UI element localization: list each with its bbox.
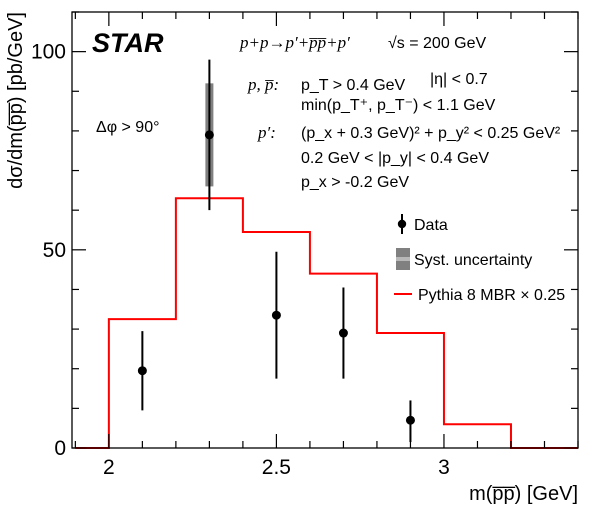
data-point xyxy=(204,130,214,140)
pp-cut1-eta: |η| < 0.7 xyxy=(430,71,488,88)
pp-cut1: p_T > 0.4 GeV xyxy=(301,77,406,94)
y-tick-label: 50 xyxy=(43,239,66,262)
legend-data-label: Data xyxy=(414,217,448,234)
dphi-cut-label: Δφ > 90° xyxy=(96,119,160,136)
x-tick-label: 2 xyxy=(103,456,115,479)
y-tick-label: 0 xyxy=(54,437,66,460)
data-point xyxy=(271,310,281,320)
pprime-cut3: p_x > -0.2 GeV xyxy=(301,174,409,191)
y-tick-label: 100 xyxy=(31,41,66,64)
legend-syst-marker xyxy=(396,248,410,270)
legend-data-marker xyxy=(397,214,407,234)
x-tick-label: 3 xyxy=(438,456,450,479)
plot-frame xyxy=(71,11,579,449)
legend: Data Syst. uncertainty Pythia 8 MBR × 0.… xyxy=(394,214,565,304)
energy-label: √s = 200 GeV xyxy=(388,35,487,52)
pp-label: p, p̅: xyxy=(247,75,279,94)
pp-cut2: min(p_T⁺, p_T⁻) < 1.1 GeV xyxy=(301,97,496,114)
pprime-cut1: (p_x + 0.3 GeV)² + p_y² < 0.25 GeV² xyxy=(301,125,561,142)
x-axis-title: m(p̅p̅) [GeV] xyxy=(469,483,578,505)
data-point xyxy=(137,366,147,376)
legend-syst-label: Syst. uncertainty xyxy=(414,252,532,269)
legend-pythia-label: Pythia 8 MBR × 0.25 xyxy=(418,287,565,304)
axis-ticks: 2 2.5 3 0 50 100 xyxy=(31,11,579,479)
data-points xyxy=(137,59,415,443)
y-axis-title: dσ/dm(p̅p̅) [pb/GeV] xyxy=(5,12,27,189)
star-logo: STAR xyxy=(92,28,164,58)
pprime-label: p′: xyxy=(257,123,276,142)
pprime-cut2: 0.2 GeV < |p_y| < 0.4 GeV xyxy=(301,150,489,167)
reaction-label: p+p→p′+p̅p̅+p′ xyxy=(239,33,350,52)
pythia-mbr-histogram xyxy=(75,197,578,449)
data-point xyxy=(405,415,415,425)
data-point xyxy=(338,328,348,338)
x-tick-label: 2.5 xyxy=(262,456,291,479)
